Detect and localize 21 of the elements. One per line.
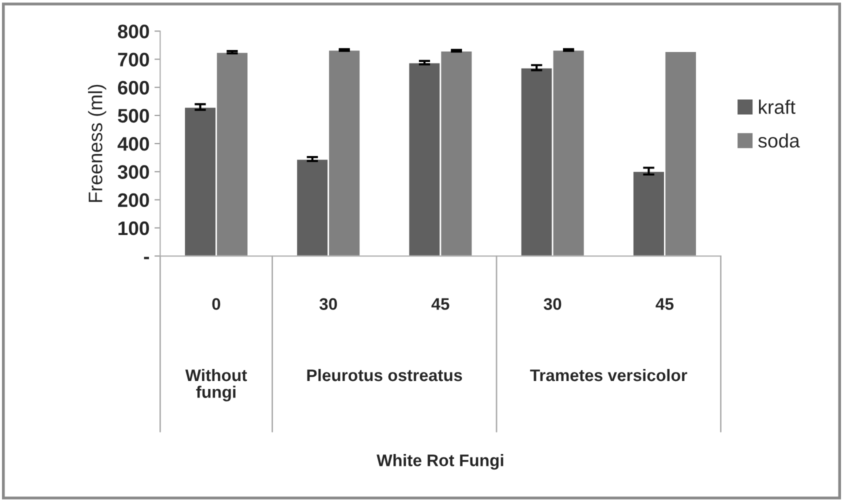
y-tick-label: 600 [118, 80, 149, 95]
y-tick-label: 100 [118, 221, 149, 236]
y-tick-label: 200 [118, 193, 149, 208]
x-tick-label: 45 [656, 298, 674, 310]
legend-label: kraft [759, 100, 796, 114]
y-tick-label: - [144, 256, 149, 260]
x-tick-label: 0 [212, 298, 220, 310]
y-tick-label: 400 [118, 137, 149, 151]
y-tick-label: 700 [118, 52, 149, 66]
x-tick-label: 45 [431, 298, 450, 310]
x-tick-label: 30 [319, 298, 337, 310]
text: White Rot Fungi [376, 454, 504, 470]
text: Pleurotus ostreatus [307, 368, 462, 382]
y-tick-label: 500 [118, 108, 149, 123]
y-axis-title: Freeness (ml) [88, 84, 106, 202]
y-tick-label: 300 [118, 165, 149, 179]
y-tick-label: 800 [118, 24, 149, 38]
x-tick-label: 30 [544, 298, 562, 310]
text: Without fungi [185, 368, 247, 402]
text: Trametes versicolor [530, 368, 688, 382]
legend-label: soda [758, 133, 800, 148]
